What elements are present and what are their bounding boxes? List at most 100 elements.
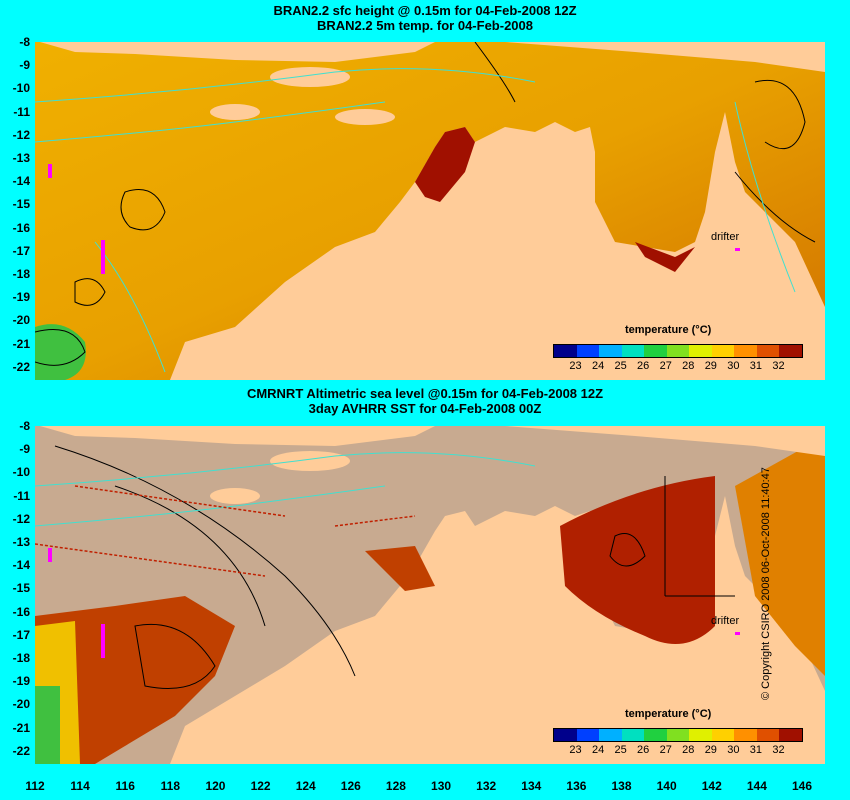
- x-tick-label: 112: [25, 779, 45, 793]
- colorbar-tick-label: 24: [591, 360, 605, 372]
- x-tick-label: 128: [385, 779, 406, 793]
- colorbar-swatch: [554, 729, 577, 741]
- y-tick-label: -9: [19, 58, 30, 73]
- drifter-label-bottom: drifter: [711, 615, 740, 627]
- x-tick-label: 130: [431, 779, 452, 793]
- y-tick-label: -19: [12, 290, 30, 305]
- colorbar-bottom: [553, 728, 803, 742]
- colorbar-swatch: [711, 345, 735, 357]
- y-tick-label: -13: [12, 535, 30, 549]
- colorbar-tick-label: 30: [727, 360, 740, 372]
- colorbar-swatch: [599, 729, 622, 741]
- colorbar-swatch: [644, 729, 667, 741]
- top-map-svg: [35, 42, 825, 380]
- colorbar-tick-label: 24: [591, 744, 605, 756]
- australia-land-bottom: [170, 496, 825, 764]
- x-tick-label: 114: [70, 779, 90, 793]
- colorbar-swatch: [779, 345, 803, 357]
- y-tick-label: -14: [12, 174, 30, 189]
- bottom-map-svg: [35, 426, 825, 764]
- top-map-panel: drifter temperature (°C) 23 24 25 26 27 28 29 3…: [35, 42, 825, 380]
- cool-water-patch: [35, 324, 86, 380]
- colorbar-swatch: [666, 345, 690, 357]
- colorbar-swatch: [756, 729, 780, 741]
- y-tick-label: -12: [12, 511, 30, 526]
- colorbar-tick-label: 29: [704, 744, 717, 756]
- x-tick-label: 116: [115, 779, 135, 793]
- colorbar-tick-label: 26: [637, 360, 650, 372]
- y-tick-label: -22: [12, 359, 30, 374]
- y-tick-label: -16: [12, 220, 30, 235]
- colorbar-swatch: [756, 345, 780, 357]
- sst-gulf-region: [560, 476, 715, 644]
- x-tick-label: 142: [701, 779, 722, 793]
- colorbar-swatch: [644, 345, 667, 357]
- y-tick-label: -10: [12, 81, 30, 96]
- x-tick-label: 132: [476, 779, 497, 793]
- colorbar-swatch: [576, 345, 600, 357]
- colorbar-tick-label: 31: [749, 744, 763, 756]
- colorbar-swatch: [599, 345, 622, 357]
- x-tick-label: 124: [295, 779, 316, 793]
- y-tick-label: -9: [19, 442, 30, 457]
- colorbar-tick-label: 29: [704, 360, 717, 372]
- colorbar-tick-label: 25: [614, 360, 627, 372]
- y-tick-label: -17: [12, 243, 30, 258]
- x-tick-label: 134: [521, 779, 542, 793]
- colorbar-swatch: [734, 345, 757, 357]
- colorbar-tick-label: 23: [569, 744, 582, 756]
- y-tick-label: -8: [19, 419, 30, 433]
- track-lines: [35, 485, 416, 577]
- colorbar-swatch: [621, 729, 645, 741]
- y-tick-label: -15: [12, 197, 30, 212]
- colorbar-swatch: [689, 345, 712, 357]
- y-tick-label: -22: [12, 743, 30, 758]
- x-tick-label: 138: [611, 779, 632, 793]
- colorbar-swatch: [779, 729, 803, 741]
- copyright-text: © Copyright CSIRO 2008 06-Oct-2008 11:40…: [760, 467, 772, 700]
- colorbar-swatch: [554, 345, 577, 357]
- y-tick-label: -17: [12, 627, 30, 642]
- indonesia-islands: [40, 42, 435, 62]
- y-tick-label: -15: [12, 581, 30, 596]
- colorbar-swatch: [734, 729, 757, 741]
- y-tick-label: -20: [12, 313, 30, 328]
- y-tick-label: -18: [12, 651, 30, 665]
- colorbar-swatch: [689, 729, 712, 741]
- top-title-line2: BRAN2.2 5m temp. for 04-Feb-2008: [316, 18, 533, 33]
- height-contours: [35, 42, 816, 366]
- y-tick-label: -21: [12, 720, 30, 735]
- colorbar-tick-label: 30: [727, 744, 740, 756]
- colorbar-tick-label: 27: [659, 360, 672, 372]
- x-tick-label: 126: [340, 779, 361, 793]
- x-tick-label: 140: [656, 779, 677, 793]
- x-tick-label: 146: [791, 779, 813, 793]
- australia-land: [170, 112, 825, 380]
- colorbar-top: [553, 344, 803, 358]
- colorbar-tick-label: 28: [682, 360, 695, 372]
- sst-east-region: [735, 436, 825, 676]
- y-tick-label: -14: [12, 558, 30, 573]
- y-tick-label: -11: [13, 104, 30, 119]
- colorbar-tick-label: 25: [614, 744, 627, 756]
- colorbar-tick-label: 32: [772, 360, 785, 372]
- x-tick-label: 118: [160, 779, 181, 793]
- x-tick-label: 120: [205, 779, 226, 793]
- colorbar-swatch: [711, 729, 735, 741]
- x-tick-label: 144: [746, 779, 767, 793]
- colorbar-title-bottom: temperature (°C): [625, 708, 712, 720]
- y-tick-label: -10: [12, 465, 30, 480]
- bottom-title-line2: 3day AVHRR SST for 04-Feb-2008 00Z: [308, 401, 542, 416]
- colorbar-title-top: temperature (°C): [625, 324, 712, 336]
- y-tick-label: -13: [12, 151, 30, 165]
- colorbar-swatch: [576, 729, 600, 741]
- x-tick-label: 136: [566, 779, 587, 793]
- colorbar-tick-label: 26: [637, 744, 650, 756]
- colorbar-swatch: [666, 729, 690, 741]
- y-tick-label: -16: [12, 604, 30, 619]
- colorbar-swatch: [621, 345, 645, 357]
- bathymetry-contours-bottom: [35, 452, 536, 527]
- drifter-markers: [48, 164, 740, 274]
- colorbar-tick-label: 23: [569, 360, 582, 372]
- sea-level-contours: [54, 445, 735, 689]
